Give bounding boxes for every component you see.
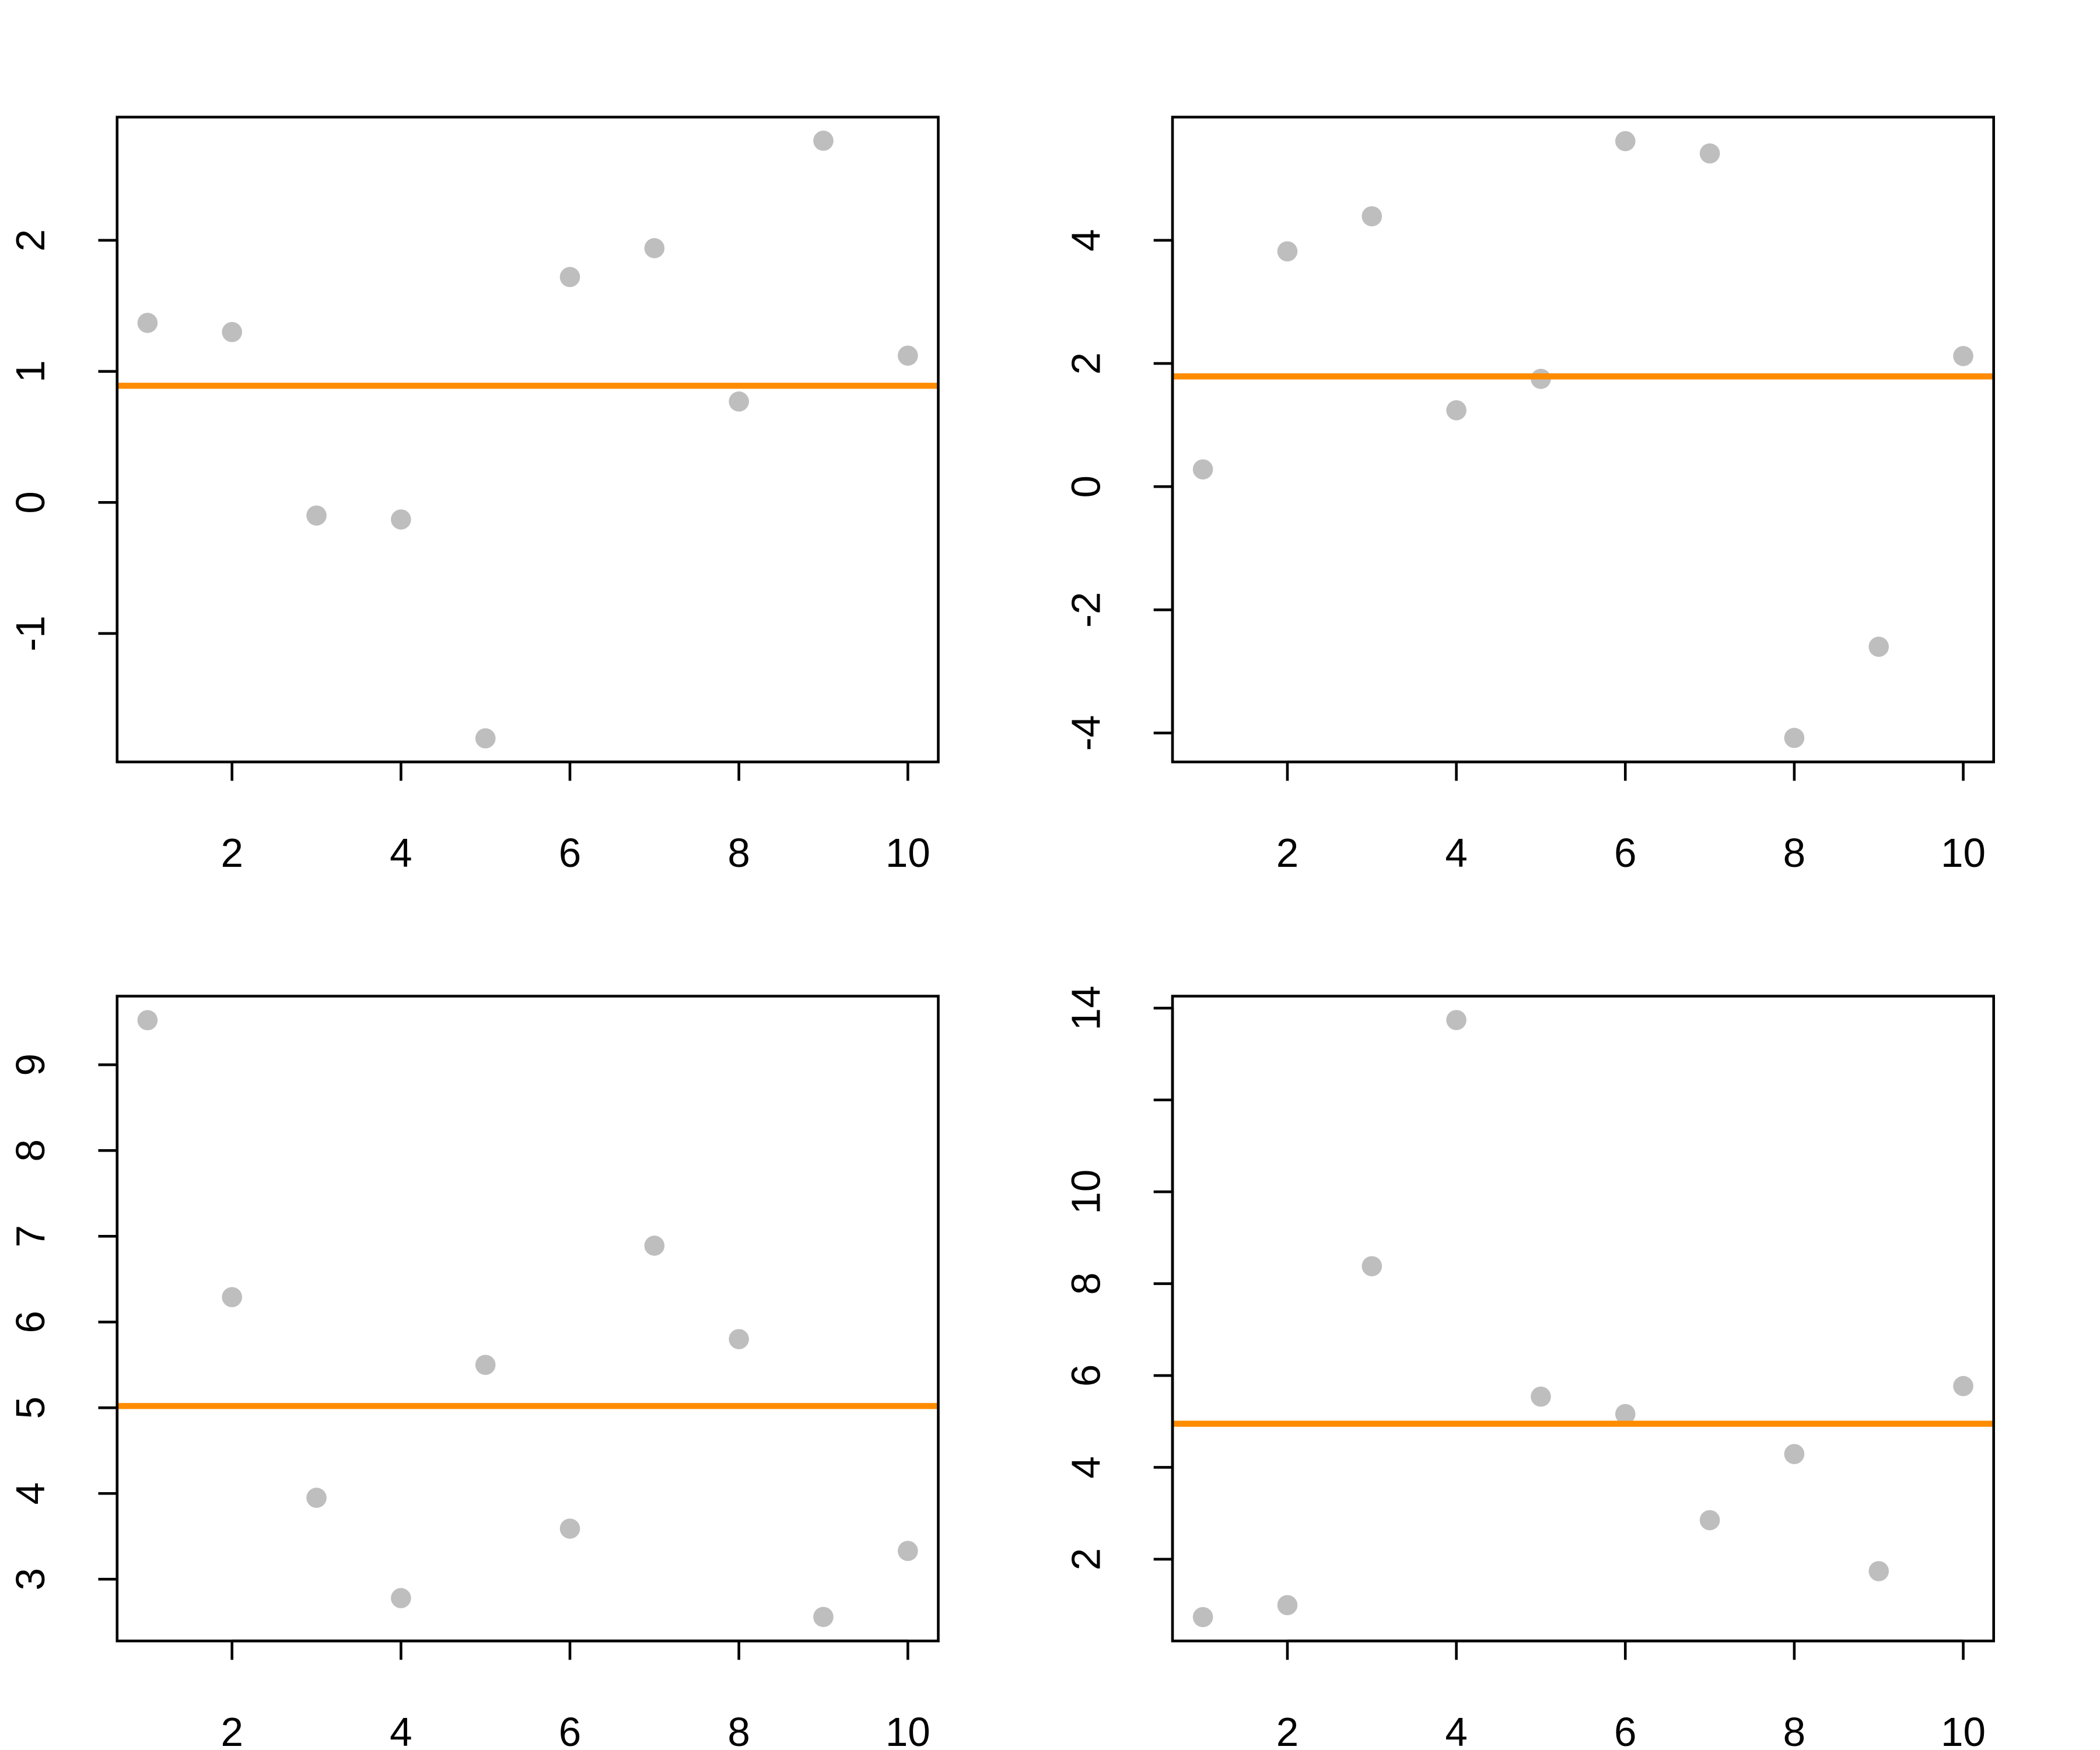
data-point	[1446, 1010, 1466, 1030]
y-tick-label: 2	[1063, 1548, 1108, 1571]
y-tick-label: 9	[8, 1054, 53, 1076]
data-point	[1446, 400, 1466, 421]
y-tick-label: 4	[8, 1482, 53, 1505]
data-point	[559, 1518, 580, 1539]
x-tick-label: 6	[1614, 1709, 1637, 1750]
y-tick-label: 8	[8, 1139, 53, 1162]
x-tick-label: 10	[886, 830, 930, 876]
y-tick-label: -4	[1063, 715, 1108, 751]
y-tick-label: 6	[1063, 1364, 1108, 1387]
data-point	[137, 1010, 158, 1031]
x-tick-label: 4	[1445, 1709, 1468, 1750]
data-point	[1615, 1404, 1636, 1424]
data-point	[1531, 1386, 1551, 1407]
data-point	[1868, 1561, 1889, 1581]
data-point	[1362, 206, 1382, 227]
data-point	[1699, 143, 1720, 164]
panel-1: 2 4 6 8 10 -1 0 1 2	[8, 116, 940, 876]
x-tick-label: 10	[1941, 1709, 1986, 1750]
data-point	[1868, 636, 1889, 657]
data-point	[137, 313, 158, 333]
y-tick-label: 1	[8, 360, 53, 383]
y-tick-label: 0	[8, 491, 53, 514]
x-tick-label: 6	[559, 830, 582, 876]
x-tick-label: 2	[220, 830, 243, 876]
data-point	[391, 1588, 411, 1608]
x-tick-label: 8	[727, 1709, 750, 1750]
y-tick-label: -2	[1063, 592, 1108, 628]
data-point	[1277, 241, 1298, 262]
x-tick-label: 6	[559, 1709, 582, 1750]
data-point	[475, 728, 496, 749]
data-point	[306, 505, 327, 526]
x-tick-label: 2	[1276, 830, 1299, 876]
data-point	[1699, 1510, 1720, 1531]
y-tick-label: 7	[8, 1225, 53, 1248]
x-tick-label: 4	[1445, 830, 1468, 876]
data-point	[1362, 1256, 1382, 1276]
data-point	[729, 391, 749, 412]
data-point	[1615, 131, 1636, 152]
data-point	[813, 1606, 834, 1628]
data-point	[729, 1329, 749, 1349]
data-point	[222, 321, 243, 342]
data-point	[559, 267, 580, 288]
x-tick-label: 10	[886, 1709, 930, 1750]
data-point	[898, 1541, 918, 1562]
data-point	[475, 1354, 496, 1376]
x-tick-label: 8	[1783, 830, 1806, 876]
x-tick-label: 2	[1276, 1709, 1299, 1750]
x-tick-label: 6	[1614, 830, 1637, 876]
y-tick-label: 4	[1063, 1456, 1108, 1479]
data-point	[1953, 346, 1973, 366]
y-tick-label: -1	[8, 615, 53, 652]
y-tick-label: 0	[1063, 475, 1108, 498]
x-tick-label: 10	[1941, 830, 1986, 876]
data-point	[306, 1488, 327, 1508]
panel-2: 2 4 6 8 10 -4 -2 0 2 4	[1063, 116, 1995, 876]
y-tick-label: 2	[1063, 352, 1108, 375]
data-point	[1192, 1606, 1213, 1628]
data-point	[1192, 459, 1213, 480]
y-tick-label: 14	[1063, 986, 1108, 1031]
y-tick-label: 3	[8, 1568, 53, 1591]
data-point	[391, 509, 411, 530]
data-point	[898, 345, 918, 366]
x-tick-label: 8	[1783, 1709, 1806, 1750]
y-tick-label: 4	[1063, 229, 1108, 252]
y-tick-label: 8	[1063, 1272, 1108, 1295]
plot-frame	[116, 116, 940, 764]
data-point	[222, 1287, 243, 1307]
plot-frame	[1171, 995, 1995, 1643]
plot-frame	[1171, 116, 1995, 764]
x-tick-label: 4	[390, 830, 412, 876]
y-tick-label: 10	[1063, 1170, 1108, 1214]
data-point	[644, 238, 665, 258]
x-tick-label: 8	[727, 830, 750, 876]
x-tick-label: 4	[390, 1709, 412, 1750]
data-point	[1953, 1376, 1973, 1396]
data-point	[644, 1236, 665, 1256]
y-tick-label: 6	[8, 1311, 53, 1334]
data-point	[1277, 1595, 1298, 1615]
plot-frame	[116, 995, 940, 1643]
panel-4: 2 4 6 8 10 2 4 6 8 10 14	[1063, 986, 1995, 1750]
panel-3: 2 4 6 8 10 3 4 5 6 7 8 9	[8, 995, 940, 1750]
data-point	[1784, 1444, 1805, 1464]
x-tick-label: 2	[220, 1709, 243, 1750]
y-tick-label: 5	[8, 1396, 53, 1419]
y-tick-label: 2	[8, 229, 53, 252]
data-point	[813, 130, 834, 151]
data-point	[1784, 727, 1805, 748]
